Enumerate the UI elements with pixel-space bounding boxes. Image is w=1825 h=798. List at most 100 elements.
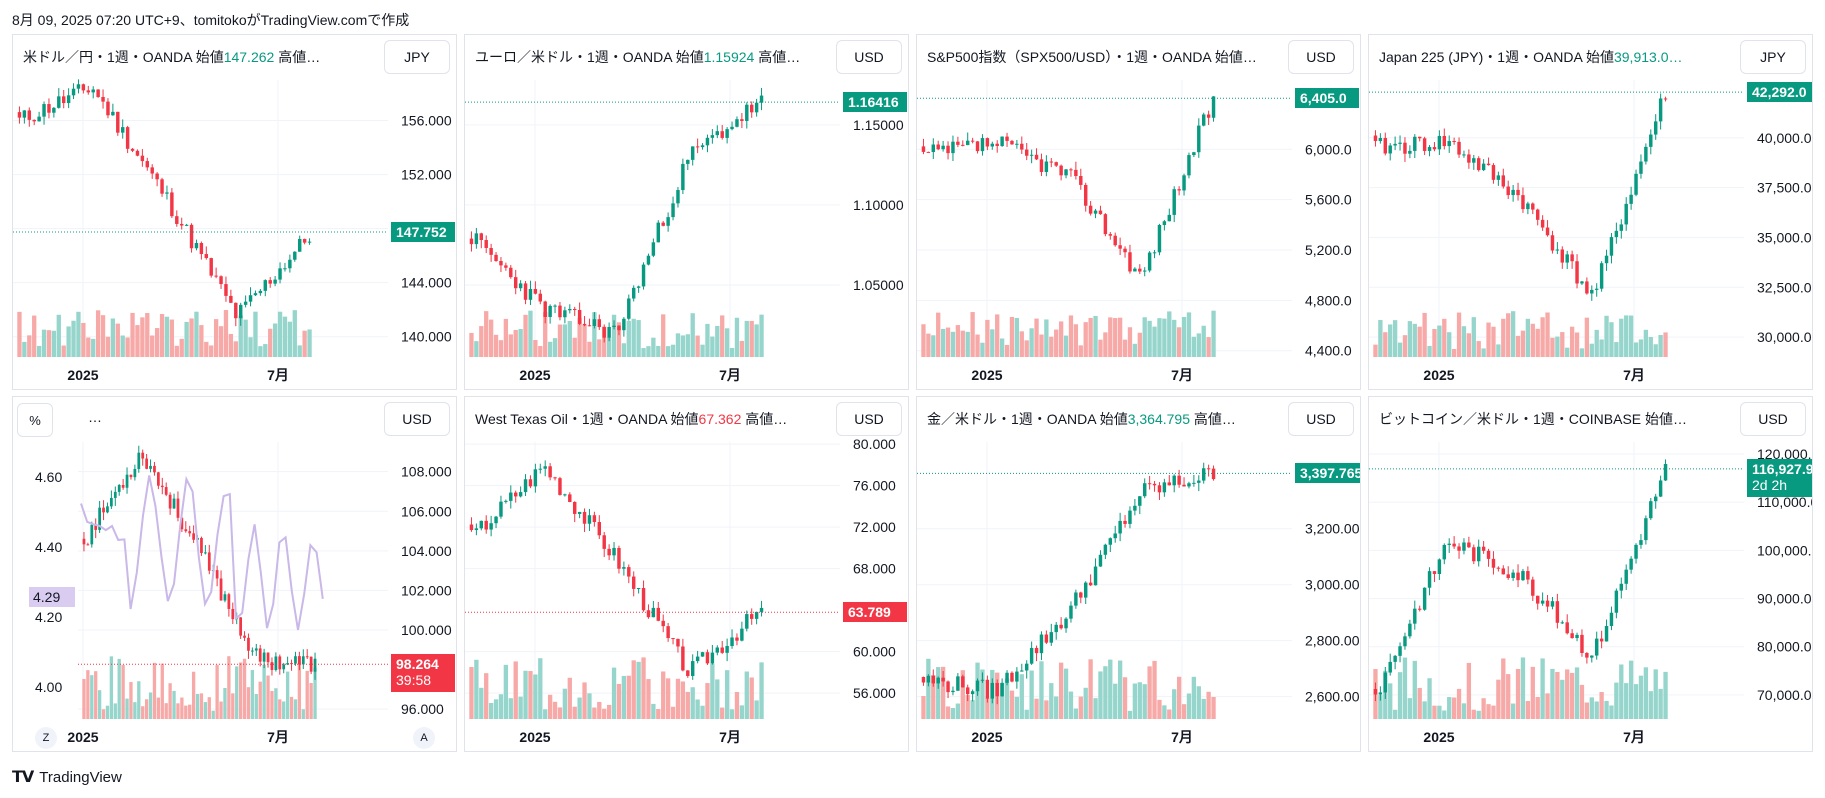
currency-button[interactable]: USD bbox=[1288, 40, 1354, 74]
volume-bar bbox=[61, 345, 66, 357]
volume-bar bbox=[1058, 321, 1064, 357]
volume-bar bbox=[1009, 316, 1015, 357]
chart-panel[interactable]: 6,000.0 5,600.0 5,200.0 4,800.0 4,400.0 2025 7… bbox=[916, 34, 1361, 390]
volume-bar bbox=[503, 664, 509, 719]
volume-bar bbox=[176, 703, 180, 719]
currency-button[interactable]: USD bbox=[1288, 402, 1354, 436]
more-icon[interactable]: … bbox=[88, 409, 102, 425]
chart-panel[interactable]: 40,000.0 37,500.0 35,000.0 32,500.0 30,000.0… bbox=[1368, 34, 1813, 390]
symbol-title[interactable]: ユーロ／米ドル・1週・OANDA 始値1.15924 高値… bbox=[475, 47, 830, 67]
chart-panel[interactable]: 3,200.000 3,000.000 2,800.000 2,600.000 2025… bbox=[916, 396, 1361, 752]
volume-bar bbox=[1009, 690, 1015, 719]
volume-bar bbox=[1063, 335, 1069, 357]
candle-body bbox=[155, 173, 159, 180]
candle-body bbox=[577, 309, 582, 324]
chart-panel[interactable]: 120,000.00 110,000.00 100,000.00 90,000.00 8… bbox=[1368, 396, 1813, 752]
candle-body bbox=[469, 238, 474, 245]
candle-body bbox=[735, 119, 739, 127]
price-chart[interactable]: 80.000 76.000 72.000 68.000 60.000 56.000 2025… bbox=[465, 397, 909, 752]
candle-body bbox=[71, 88, 76, 96]
volume-bar bbox=[270, 690, 274, 719]
chart-panel[interactable]: 156.000152.000148.000144.000140.00020257… bbox=[12, 34, 457, 390]
volume-bar bbox=[274, 688, 278, 719]
y-tick-label: 4,400.0 bbox=[1305, 343, 1352, 359]
price-chart[interactable]: 1.15000 1.10000 1.05000 2025 7月 bbox=[465, 35, 909, 390]
tradingview-brand[interactable]: 𝗧𝗩 TradingView bbox=[12, 767, 122, 787]
volume-bar bbox=[1579, 684, 1585, 719]
volume-bar bbox=[1471, 317, 1476, 357]
volume-bar bbox=[199, 693, 204, 719]
price-chart[interactable]: 108.000 106.000 104.000 102.000 100.000 96.00… bbox=[13, 397, 457, 752]
volume-bar bbox=[71, 320, 76, 357]
volume-bar bbox=[1206, 337, 1211, 357]
volume-bar bbox=[218, 326, 224, 357]
last-price-value: 63.789 bbox=[848, 604, 891, 621]
volume-bar bbox=[538, 658, 543, 719]
symbol-title[interactable]: 米ドル／円・1週・OANDA 始値147.262 高値… bbox=[23, 47, 378, 67]
candle-body bbox=[1624, 569, 1628, 584]
price-chart[interactable]: 3,200.000 3,000.000 2,800.000 2,600.000 2025… bbox=[917, 397, 1361, 752]
price-chart[interactable]: 6,000.0 5,600.0 5,200.0 4,800.0 4,400.0 2025 7… bbox=[917, 35, 1361, 390]
chart-panel[interactable]: 108.000 106.000 104.000 102.000 100.000 96.00… bbox=[12, 396, 457, 752]
candle-body bbox=[1619, 583, 1624, 591]
volume-bar bbox=[1501, 318, 1506, 357]
candle-body bbox=[1147, 252, 1152, 271]
volume-bar bbox=[86, 337, 91, 357]
volume-bar bbox=[1113, 318, 1118, 357]
volume-bar bbox=[705, 323, 710, 357]
candle-body bbox=[175, 216, 179, 224]
currency-button[interactable]: JPY bbox=[1740, 40, 1806, 74]
volume-bar bbox=[101, 709, 106, 719]
symbol-title[interactable]: S&P500指数（SPX500/USD）・1週・OANDA 始値… bbox=[927, 47, 1282, 67]
candle-body bbox=[179, 223, 184, 226]
price-chart[interactable]: 40,000.0 37,500.0 35,000.0 32,500.0 30,000.0… bbox=[1369, 35, 1813, 390]
candle-body bbox=[1187, 155, 1191, 176]
auto-scale-button[interactable]: A bbox=[413, 727, 435, 749]
candle-body bbox=[671, 203, 675, 218]
candle-body bbox=[1624, 203, 1628, 225]
price-chart[interactable]: 156.000152.000148.000144.000140.00020257… bbox=[13, 35, 457, 390]
zoom-button[interactable]: Z bbox=[35, 727, 57, 749]
candle-body bbox=[489, 523, 493, 530]
candle-body bbox=[504, 265, 508, 268]
candle-body bbox=[1398, 142, 1402, 144]
percent-scale-button[interactable]: % bbox=[17, 403, 53, 437]
currency-button[interactable]: USD bbox=[836, 402, 902, 436]
chart-panel[interactable]: 80.000 76.000 72.000 68.000 60.000 56.000 2025… bbox=[464, 396, 909, 752]
candle-body bbox=[116, 111, 120, 133]
symbol-title[interactable]: Japan 225 (JPY)・1週・OANDA 始値39,913.0… bbox=[1379, 47, 1734, 67]
candle-body bbox=[1192, 482, 1196, 484]
symbol-title[interactable]: ビットコイン／米ドル・1週・COINBASE 始値… bbox=[1379, 409, 1734, 429]
candle-body bbox=[1172, 189, 1176, 215]
candle-body bbox=[248, 295, 253, 302]
candle-body bbox=[141, 452, 145, 459]
candle-body bbox=[1378, 692, 1383, 695]
currency-button[interactable]: USD bbox=[836, 40, 902, 74]
candle-body bbox=[199, 243, 204, 255]
candle-body bbox=[1157, 224, 1162, 253]
volume-bar bbox=[533, 339, 538, 357]
volume-bar bbox=[1486, 704, 1491, 719]
symbol-title[interactable]: 金／米ドル・1週・OANDA 始値3,364.795 高値… bbox=[927, 409, 1282, 429]
volume-bar bbox=[100, 315, 106, 357]
currency-button[interactable]: USD bbox=[384, 402, 450, 436]
volume-bar bbox=[154, 328, 160, 357]
volume-bar bbox=[1054, 329, 1059, 357]
volume-bar bbox=[1589, 343, 1594, 357]
currency-button[interactable]: USD bbox=[1740, 402, 1806, 436]
symbol-title[interactable]: West Texas Oil・1週・OANDA 始値67.362 高値… bbox=[475, 409, 830, 429]
candle-body bbox=[1192, 152, 1196, 156]
volume-bar bbox=[759, 662, 764, 719]
candle-body bbox=[207, 552, 211, 571]
candle-body bbox=[1639, 161, 1643, 174]
chart-panel[interactable]: 1.15000 1.10000 1.05000 2025 7月 1.16416 ユーロ／米ド… bbox=[464, 34, 909, 390]
candle-body bbox=[224, 284, 228, 296]
price-chart[interactable]: 120,000.00 110,000.00 100,000.00 90,000.00 8… bbox=[1369, 397, 1813, 752]
candle-body bbox=[631, 287, 636, 299]
candle-body bbox=[636, 588, 641, 590]
currency-button[interactable]: JPY bbox=[384, 40, 450, 74]
candle-body bbox=[1000, 136, 1004, 146]
candle-body bbox=[681, 163, 685, 191]
tradingview-logo-icon: 𝗧𝗩 bbox=[12, 769, 34, 786]
volume-bar bbox=[301, 709, 305, 719]
